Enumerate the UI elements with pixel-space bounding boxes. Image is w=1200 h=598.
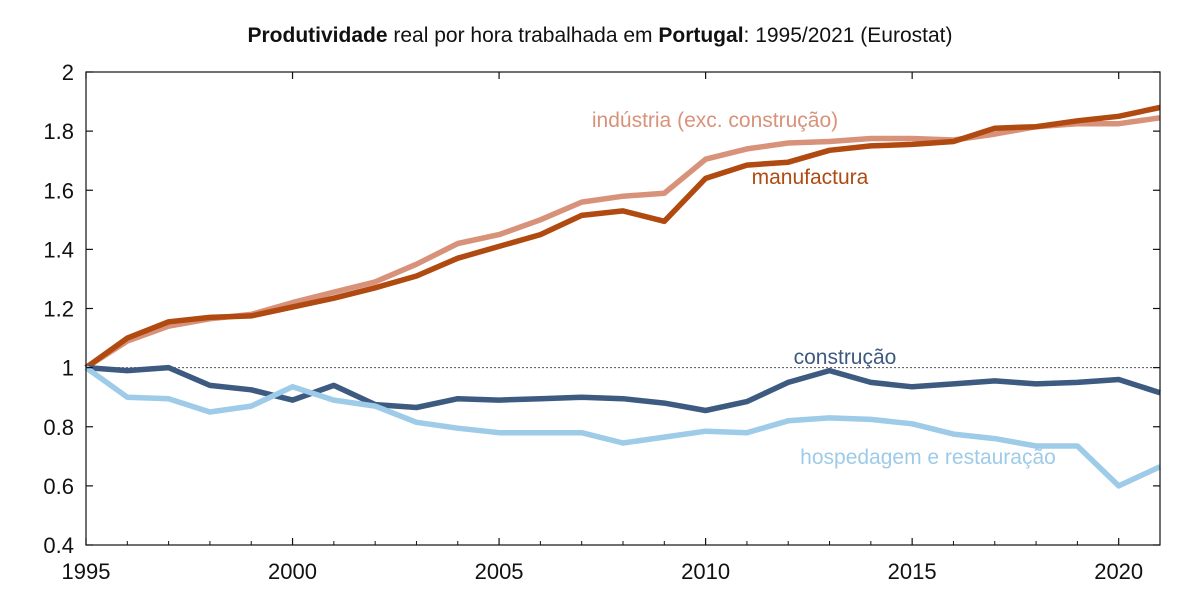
- x-tick-label: 2015: [888, 559, 937, 584]
- y-tick-label: 1: [62, 356, 74, 381]
- y-tick-label: 2: [62, 60, 74, 85]
- plot-frame: [85, 71, 1161, 546]
- x-tick-label: 1995: [62, 559, 111, 584]
- x-tick-label: 2010: [681, 559, 730, 584]
- y-tick-label: 1.2: [43, 297, 74, 322]
- y-tick-label: 1.6: [43, 178, 74, 203]
- series-label-3: hospedagem e restauração: [800, 446, 1056, 469]
- x-tick-label: 2005: [475, 559, 524, 584]
- chart-title: Produtividade real por hora trabalhada e…: [0, 24, 1200, 48]
- title-bold-portugal: Portugal: [658, 24, 744, 47]
- series-line-3: [84, 365, 1162, 489]
- title-text-2: : 1995/2021 (Eurostat): [743, 24, 953, 47]
- y-tick-label: 0.6: [43, 474, 74, 499]
- series-label-1: manufactura: [752, 166, 869, 189]
- y-tick-label: 1.4: [43, 237, 74, 262]
- series-label-2: construção: [794, 346, 897, 369]
- x-tick-label: 2000: [268, 559, 317, 584]
- series-line-0: [84, 115, 1161, 370]
- y-tick-label: 0.4: [43, 533, 74, 558]
- x-tick-label: 2020: [1094, 559, 1143, 584]
- y-tick-label: 1.8: [43, 119, 74, 144]
- series-line-2: [85, 364, 1161, 414]
- y-tick-label: 0.8: [43, 415, 74, 440]
- title-text-1: real por hora trabalhada em: [387, 24, 659, 47]
- series-line-1: [84, 104, 1161, 370]
- series-label-0: indústria (exc. construção): [592, 109, 838, 132]
- title-bold-produtividade: Produtividade: [247, 24, 388, 47]
